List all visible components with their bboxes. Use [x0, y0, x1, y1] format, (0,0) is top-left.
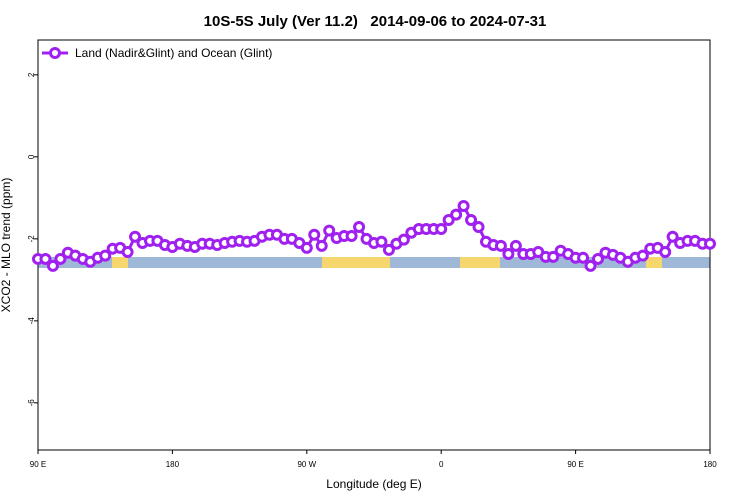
y-tick-label: -2	[27, 235, 36, 243]
point	[308, 228, 321, 241]
point	[494, 239, 507, 252]
point	[509, 239, 522, 252]
point	[704, 237, 716, 250]
point	[659, 245, 672, 258]
point	[592, 252, 604, 265]
x-tick-label: 90 W	[297, 460, 316, 469]
land-band	[646, 257, 662, 268]
x-tick-label: 90 E	[567, 460, 583, 469]
land-band	[322, 257, 390, 268]
y-tick-label: 2	[27, 72, 36, 77]
point	[502, 248, 515, 261]
land-band	[460, 257, 500, 268]
point	[397, 233, 410, 246]
land-band	[112, 257, 128, 268]
legend-label: Land (Nadir&Glint) and Ocean (Glint)	[75, 46, 272, 60]
point	[315, 239, 328, 252]
point	[584, 259, 597, 272]
point	[39, 252, 52, 265]
point	[666, 230, 679, 243]
x-tick-label: 180	[703, 460, 717, 469]
point	[450, 208, 463, 221]
y-tick-label: 0	[27, 154, 36, 159]
point	[375, 235, 388, 248]
x-tick-label: 90 E	[30, 460, 46, 469]
legend-marker	[49, 47, 61, 59]
point	[129, 230, 142, 243]
point	[121, 245, 134, 258]
point	[577, 251, 590, 264]
point	[99, 249, 112, 262]
point	[300, 241, 313, 254]
point	[345, 229, 358, 242]
point	[54, 252, 67, 265]
legend: Land (Nadir&Glint) and Ocean (Glint)	[42, 46, 272, 60]
land-ocean-strip	[38, 257, 710, 268]
x-tick-label: 0	[439, 460, 444, 469]
point	[636, 249, 649, 262]
point	[457, 200, 470, 213]
x-axis-title: Longitude (deg E)	[326, 477, 421, 491]
y-axis-title: XCO2 - MLO trend (ppm)	[0, 178, 13, 313]
point	[353, 220, 366, 233]
point	[46, 259, 59, 272]
point	[465, 213, 478, 226]
point	[442, 213, 455, 226]
y-tick-label: -4	[27, 317, 36, 325]
chart-title: 10S-5S July (Ver 11.2) 2014-09-06 to 202…	[204, 13, 547, 30]
point	[435, 223, 448, 236]
point	[547, 250, 560, 263]
y-tick-label: -6	[27, 399, 36, 407]
point	[323, 224, 336, 237]
x-tick-label: 180	[166, 460, 180, 469]
point	[472, 220, 485, 233]
point	[382, 243, 395, 256]
